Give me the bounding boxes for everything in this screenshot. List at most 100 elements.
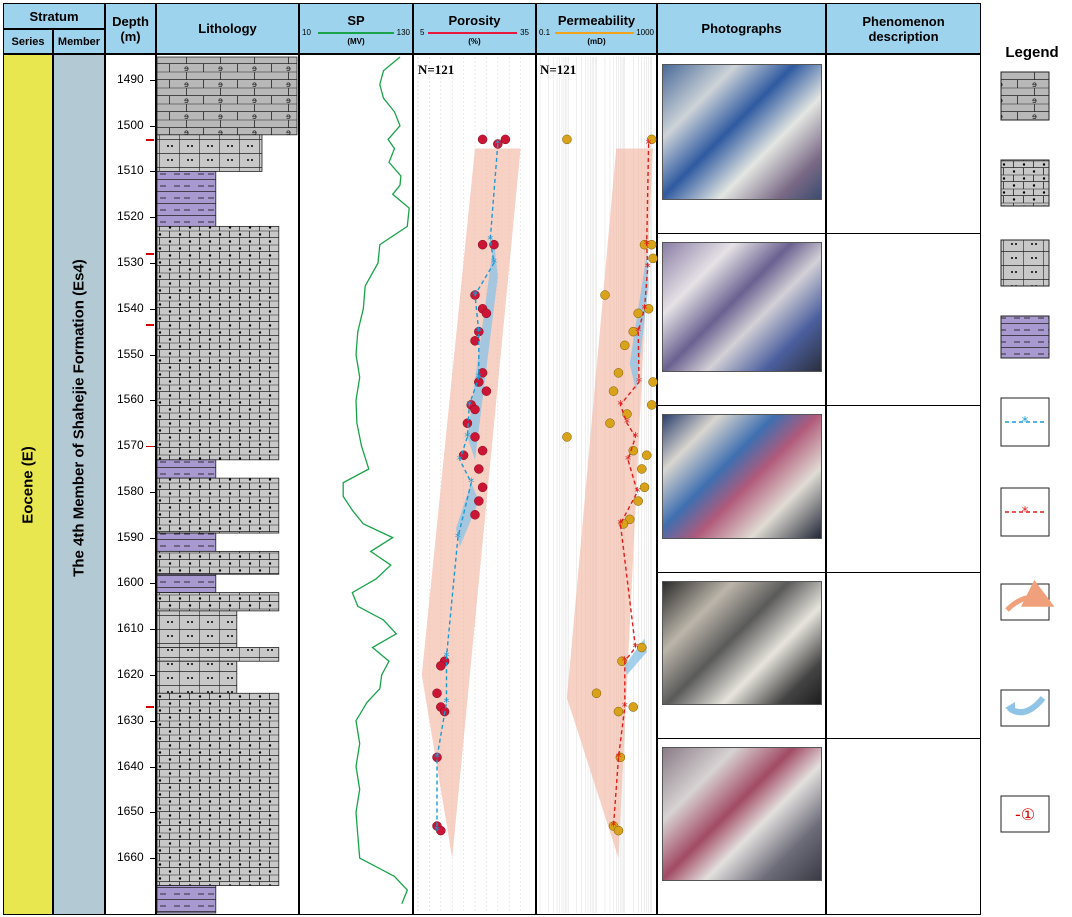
- depth-tick-label: 1630: [117, 712, 144, 727]
- lithology-layer-sand: [156, 692, 280, 886]
- porosity-min: 5: [420, 28, 425, 37]
- porosity-average-curve: [436, 143, 499, 831]
- lithology-layer-sand: [156, 225, 280, 461]
- permeability-point: [562, 134, 572, 145]
- depth-tick-mark: [150, 812, 156, 814]
- phenomenon-text-block: [828, 233, 979, 405]
- depth-column: [105, 54, 156, 915]
- lithology-layer-sand: [156, 550, 280, 575]
- depth-tick-label: 1580: [117, 483, 144, 498]
- porosity-point: [477, 134, 488, 145]
- member-header: Member: [53, 29, 105, 54]
- lithology-layer-mud: [156, 171, 217, 227]
- permeability-average-marker: *: [617, 517, 623, 531]
- depth-tick-mark: [150, 858, 156, 860]
- permeability-average-marker: *: [611, 819, 617, 833]
- permeability-average-marker: *: [644, 238, 650, 252]
- lithology-layer-shell: [156, 56, 298, 136]
- permeability-group: *****************: [539, 57, 658, 913]
- legend-icon-shell-limestone: [1000, 71, 1050, 121]
- porosity-max: 35: [520, 28, 529, 37]
- porosity-average-marker: *: [495, 137, 501, 151]
- photo-divider: [657, 405, 826, 406]
- phenomenon-divider: [826, 572, 981, 573]
- depth-tick-label: 1640: [117, 758, 144, 773]
- porosity-point: [474, 464, 484, 474]
- permeability-point: [646, 134, 657, 145]
- depth-tick-label: 1600: [117, 575, 144, 590]
- permeability-column: [536, 54, 657, 915]
- porosity-point: [470, 510, 480, 520]
- depth-header: Depth (m): [105, 3, 156, 54]
- depth-tick-label: 1610: [117, 621, 144, 636]
- series-header-text: Series: [11, 35, 45, 48]
- porosity-point: [481, 308, 492, 319]
- depth-tick-mark: [150, 537, 156, 539]
- porosity-header: Porosity 5 35 (%): [413, 3, 536, 54]
- phenomenon-column: [826, 54, 981, 915]
- permeability-average-curve: [612, 143, 650, 827]
- section-mark-line: [146, 445, 154, 448]
- depth-tick-mark: [150, 674, 156, 676]
- permeability-point: [591, 688, 602, 699]
- section-mark-line: [146, 324, 154, 326]
- porosity-scale-line: [428, 32, 517, 34]
- porosity-average-marker: *: [444, 650, 450, 664]
- permeability-local-trend-arrow: [629, 253, 649, 392]
- permeability-point: [639, 482, 650, 493]
- permeability-point: [562, 432, 572, 442]
- porosity-average-marker: *: [457, 453, 463, 467]
- phenomenon-text-block: [828, 405, 979, 572]
- porosity-average-marker: *: [466, 398, 472, 412]
- permeability-n-label: N=121: [540, 62, 577, 77]
- photographs-header: Photographs: [657, 3, 826, 54]
- photo-divider: [657, 572, 826, 573]
- lithology-layer-silt: [156, 610, 238, 648]
- permeability-point: [628, 702, 639, 712]
- permeability-point: [613, 706, 624, 717]
- legend-icon-orange-arrow: [1005, 579, 1055, 612]
- permeability-point: [613, 368, 624, 378]
- sp-scale-line: [318, 32, 394, 34]
- lithology-layer-mud: [156, 573, 217, 593]
- permeability-header: Permeability 0.1 1000 (mD): [536, 3, 657, 54]
- porosity-point: [477, 445, 488, 456]
- lithology-layers: [156, 56, 298, 914]
- lithology-layer-silt: [156, 660, 238, 694]
- series-column: [3, 54, 53, 915]
- porosity-column: [413, 54, 536, 915]
- permeability-average-marker: *: [641, 302, 647, 316]
- photo-divider: [657, 738, 826, 739]
- lithology-layer-silt: [156, 134, 263, 172]
- permeability-scale-line: [555, 32, 634, 34]
- depth-tick-label: 1530: [117, 254, 144, 269]
- depth-header-text: Depth (m): [112, 13, 149, 44]
- permeability-point: [600, 290, 610, 300]
- porosity-average-marker: *: [455, 531, 461, 545]
- permeability-average-marker: *: [622, 654, 628, 668]
- series-header: Series: [3, 29, 53, 54]
- lithology-layer-sand: [156, 477, 280, 534]
- legend-icon-sandstone: [1000, 159, 1050, 207]
- porosity-point: [474, 496, 484, 506]
- depth-tick-label: 1490: [117, 71, 144, 86]
- porosity-point: [436, 661, 446, 671]
- sp-column: [299, 54, 413, 915]
- legend-title: Legend: [1005, 44, 1059, 61]
- depth-tick-mark: [150, 491, 156, 493]
- permeability-min: 0.1: [539, 28, 551, 37]
- porosity-title: Porosity: [448, 13, 501, 28]
- permeability-point: [608, 386, 619, 396]
- permeability-average-marker: *: [645, 261, 651, 275]
- porosity-point: [477, 239, 488, 250]
- permeability-title: Permeability: [557, 13, 636, 28]
- thin-section-photo: [662, 747, 822, 881]
- thin-section-photo: [662, 581, 822, 705]
- sp-max: 130: [396, 28, 410, 37]
- lithology-layer-sand: [156, 592, 280, 612]
- porosity-point: [436, 825, 446, 836]
- porosity-point: [489, 239, 499, 250]
- depth-tick-mark: [150, 766, 156, 768]
- permeability-point: [646, 400, 657, 410]
